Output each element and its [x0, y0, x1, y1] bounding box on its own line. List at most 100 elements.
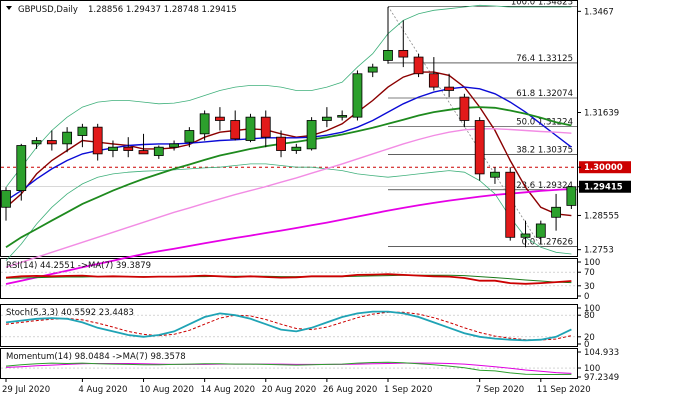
level-price-label: 1.30000 — [584, 163, 623, 173]
stoch-main-line — [5, 310, 572, 342]
candle — [337, 110, 348, 121]
candle-body — [428, 73, 439, 88]
candle-body — [16, 145, 27, 191]
candle-body — [276, 136, 286, 151]
rsi-title: RSI(14) 44.2551 ->MA(7) 39.3879 — [6, 261, 151, 271]
stoch-y-tick-label: 80 — [584, 311, 595, 321]
candle-body — [108, 146, 118, 151]
candle-body — [260, 116, 271, 138]
current-price-label-tag — [579, 180, 631, 193]
main-y-tick-label: 1.3467 — [584, 7, 614, 17]
candle — [566, 186, 577, 210]
main-y-tick-label: 1.2753 — [584, 246, 614, 256]
candle-body — [31, 140, 42, 145]
stoch-layer — [1, 310, 577, 342]
stoch-signal-line — [5, 311, 572, 341]
fib-level-label: 23.6 1.29324 — [516, 181, 573, 191]
symbol-dropdown-arrow-icon — [6, 6, 12, 10]
momentum-y-tick-label: 104.933 — [584, 348, 619, 358]
candle — [474, 117, 485, 181]
candle — [169, 140, 179, 151]
candle — [367, 63, 378, 78]
rsi-layer — [1, 271, 577, 287]
candle — [77, 123, 88, 148]
candle-body — [215, 116, 225, 121]
candle — [1, 187, 11, 221]
candle — [108, 140, 118, 158]
fib-level-label: 76.4 1.33125 — [516, 54, 573, 64]
candle-body — [352, 73, 363, 118]
x-tick-label: 20 Aug 2020 — [262, 385, 316, 395]
candle — [321, 107, 332, 128]
candle — [92, 123, 103, 161]
candle-body — [321, 116, 332, 121]
candle — [31, 137, 42, 149]
candle-body — [123, 146, 134, 151]
candle-body — [184, 130, 195, 143]
fib-level-label: 50.0 1.31224 — [516, 117, 573, 127]
stoch-panel-frame — [0, 304, 578, 347]
x-tick-label: 29 Jul 2020 — [2, 385, 50, 395]
candle — [459, 93, 470, 128]
candle-body — [169, 143, 179, 148]
x-tick-label: 26 Aug 2020 — [323, 385, 377, 395]
candle-body — [77, 126, 88, 136]
candle-body — [337, 115, 348, 118]
rsi-y-tick-label: 30 — [584, 282, 595, 292]
candle-body — [444, 86, 455, 91]
x-tick-label: 1 Sep 2020 — [384, 385, 432, 395]
candle — [383, 7, 393, 64]
fib-trend-line — [387, 6, 542, 247]
candle-body — [535, 223, 546, 238]
candle — [398, 20, 409, 68]
candle-body — [138, 150, 149, 155]
candle — [490, 167, 500, 184]
x-tick-label: 11 Sep 2020 — [537, 385, 591, 395]
momentum-line — [5, 361, 572, 375]
candle — [352, 70, 363, 121]
ma-magenta-line — [5, 188, 572, 285]
candle — [306, 117, 317, 151]
candle-body — [505, 171, 516, 238]
stoch-y-tick-label: 0 — [584, 340, 589, 350]
candle-body — [153, 146, 164, 156]
candle-body — [551, 206, 561, 218]
candle — [138, 133, 149, 155]
rsi-y-tick-label: 70 — [584, 268, 595, 278]
candle-body — [383, 49, 393, 61]
candle — [16, 143, 27, 201]
main-price-layer: 100.0 1.34823 76.4 1.33125 61.8 1.32074 50.… — [1, 0, 577, 285]
candle-body — [367, 66, 378, 73]
candle — [62, 127, 73, 153]
x-tick-label: 7 Sep 2020 — [476, 385, 524, 395]
candle — [413, 53, 424, 78]
candle-body — [230, 120, 241, 140]
candle-body — [92, 126, 103, 155]
x-tick-label: 10 Aug 2020 — [140, 385, 194, 395]
stoch-title: Stoch(5,3,3) 40.5592 23.4483 — [6, 308, 134, 318]
momentum-layer — [1, 361, 577, 375]
candle-body — [199, 113, 210, 135]
candle-body — [459, 96, 470, 121]
momentum-y-tick-label: 100 — [584, 364, 600, 374]
candle — [123, 137, 134, 158]
candle-body — [566, 186, 577, 206]
rsi-y-tick-label: 0 — [584, 292, 589, 302]
candle — [46, 130, 57, 151]
fib-level-label: 0.0 1.27626 — [522, 237, 573, 247]
x-tick-label: 4 Aug 2020 — [78, 385, 127, 395]
chart-symbol-label: GBPUSD,Daily — [18, 5, 78, 15]
candle — [184, 127, 195, 148]
candle — [230, 110, 241, 141]
current-price-label: 1.29415 — [584, 183, 623, 193]
candle-body — [398, 49, 409, 58]
candle — [291, 143, 302, 154]
fib-level-label: 38.2 1.30375 — [516, 146, 573, 156]
stoch-y-tick-label: 20 — [584, 333, 595, 343]
candle — [215, 107, 225, 131]
candle — [153, 145, 164, 159]
candle-body — [306, 120, 317, 150]
candle-body — [520, 233, 531, 238]
main-y-tick-label: 1.31639 — [584, 109, 619, 119]
